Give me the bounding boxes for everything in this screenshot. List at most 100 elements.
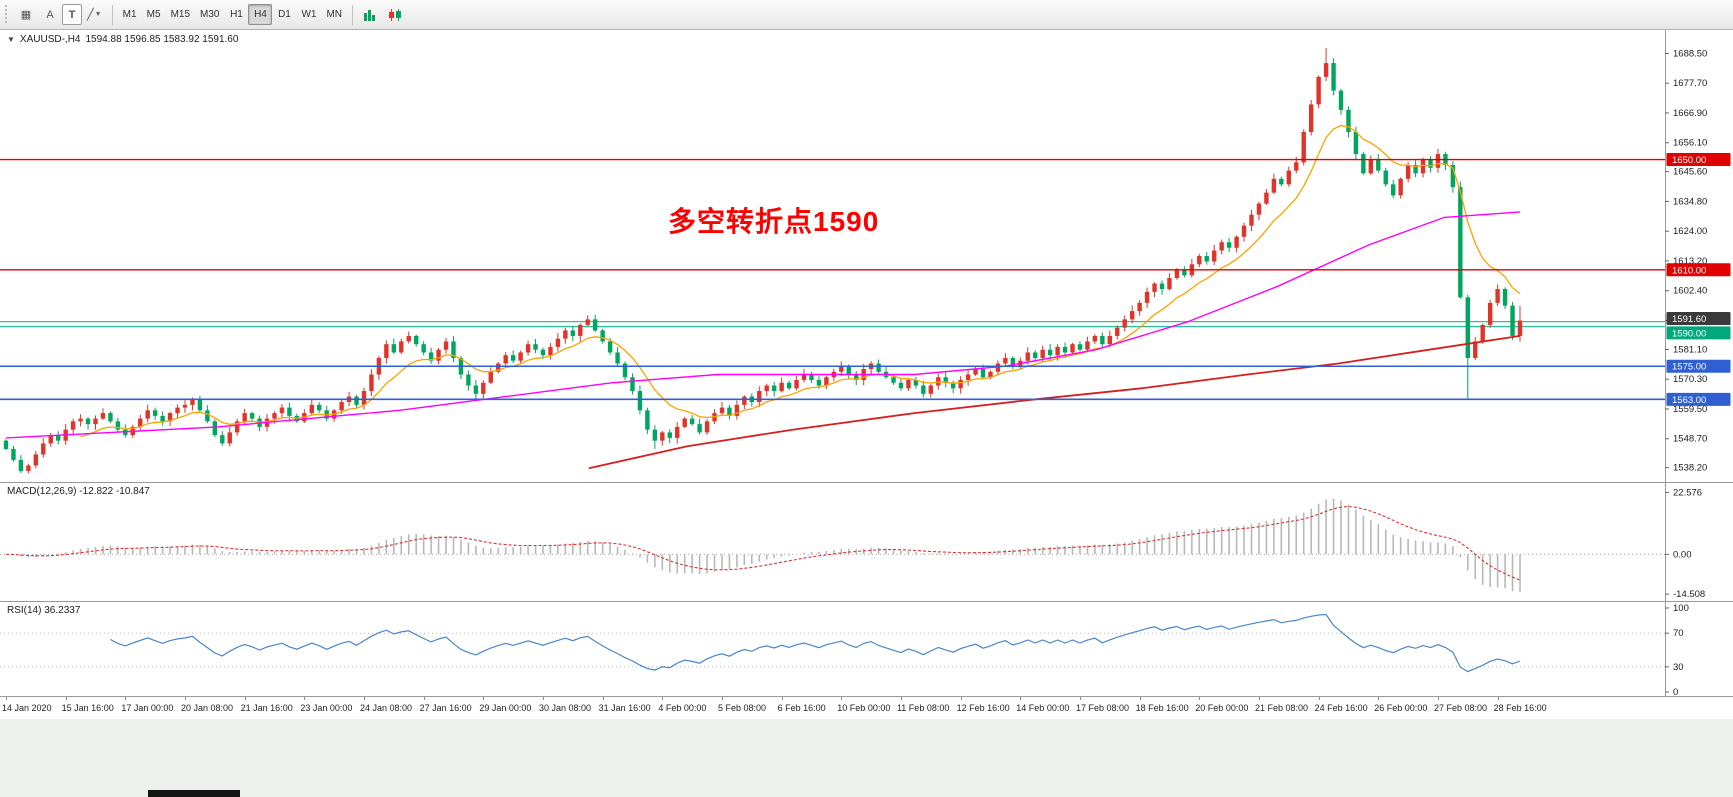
main-chart-svg[interactable]: 1688.50 1677.70 1666.90 1656.10 1645.60 1634.… bbox=[0, 30, 1733, 482]
price-tag-1591.60: 1591.60 bbox=[1666, 311, 1731, 325]
timeframe-H4[interactable]: H4 bbox=[248, 4, 273, 25]
level-lines bbox=[0, 158, 1665, 401]
svg-text:1581.10: 1581.10 bbox=[1673, 344, 1707, 355]
timeframe-D1[interactable]: D1 bbox=[278, 9, 291, 20]
time-axis-label: 20 Jan 08:00 bbox=[180, 703, 234, 713]
svg-text:0.00: 0.00 bbox=[1673, 549, 1692, 560]
bars-icon bbox=[364, 9, 376, 21]
toolbar: ▦ A T ╱ ▼ M1 M5 M15 M30 H1 H4 D1 W1 MN bbox=[0, 0, 1733, 30]
time-tick bbox=[1139, 697, 1141, 700]
svg-text:1610.00: 1610.00 bbox=[1672, 265, 1706, 276]
time-tick bbox=[244, 697, 246, 700]
ma-lines bbox=[5, 124, 1521, 470]
tool-buttons: ▦ A T ╱ ▼ bbox=[14, 4, 107, 25]
rsi-line bbox=[110, 613, 1521, 673]
time-tick bbox=[1318, 697, 1320, 700]
candles-chart-button[interactable] bbox=[383, 4, 407, 25]
time-axis-label: 26 Feb 00:00 bbox=[1374, 703, 1428, 713]
timeframe-M15[interactable]: M15 bbox=[170, 9, 191, 20]
svg-text:1677.70: 1677.70 bbox=[1673, 78, 1707, 89]
teal-zone-lines bbox=[0, 320, 1665, 328]
time-tick bbox=[125, 697, 127, 700]
window-bottom-area bbox=[0, 719, 1733, 797]
time-axis-label: 21 Jan 16:00 bbox=[240, 703, 293, 713]
bars-chart-button[interactable] bbox=[358, 4, 382, 25]
svg-text:1645.60: 1645.60 bbox=[1673, 167, 1707, 178]
svg-text:1602.40: 1602.40 bbox=[1673, 286, 1707, 297]
time-axis-label: 11 Feb 08:00 bbox=[896, 703, 950, 713]
time-axis-label: 23 Jan 00:00 bbox=[300, 703, 353, 713]
ma-fast-line bbox=[80, 124, 1521, 438]
time-axis-label: 4 Feb 00:00 bbox=[658, 703, 707, 713]
svg-text:1634.80: 1634.80 bbox=[1673, 196, 1707, 207]
menu-grid-icon[interactable]: ▦ bbox=[20, 9, 32, 21]
svg-text:30: 30 bbox=[1673, 662, 1684, 673]
macd-histogram bbox=[12, 498, 1521, 592]
svg-text:1624.00: 1624.00 bbox=[1673, 226, 1707, 237]
rsi-svg[interactable]: 100 70 30 0 bbox=[0, 602, 1733, 696]
time-tick bbox=[363, 697, 365, 700]
time-axis-label: 6 Feb 16:00 bbox=[777, 703, 826, 713]
time-tick bbox=[900, 697, 902, 700]
timeframe-W1[interactable]: W1 bbox=[301, 9, 317, 20]
timeframe-M30[interactable]: M30 bbox=[200, 9, 220, 20]
svg-text:-14.508: -14.508 bbox=[1673, 589, 1705, 600]
time-axis[interactable]: 14 Jan 2020 15 Jan 16:00 17 Jan 00:00 20 Ja… bbox=[0, 696, 1733, 719]
time-axis-label: 28 Feb 16:00 bbox=[1493, 703, 1547, 713]
svg-text:1613.20: 1613.20 bbox=[1673, 256, 1707, 267]
svg-text:100: 100 bbox=[1673, 603, 1689, 614]
timeframe-M5[interactable]: M5 bbox=[146, 9, 161, 20]
time-tick bbox=[662, 697, 664, 700]
panel-splitter-rsi[interactable] bbox=[0, 601, 1733, 602]
timeframe-M1[interactable]: M1 bbox=[122, 9, 137, 20]
time-tick bbox=[184, 697, 186, 700]
toolbar-grip[interactable] bbox=[4, 4, 10, 25]
time-axis-label: 29 Jan 00:00 bbox=[479, 703, 532, 713]
text-tool-button[interactable]: T bbox=[62, 4, 82, 25]
svg-text:0: 0 bbox=[1673, 687, 1678, 696]
macd-scale[interactable]: 22.576 0.00 -14.508 bbox=[1665, 483, 1733, 601]
time-tick bbox=[304, 697, 306, 700]
time-tick bbox=[1020, 697, 1022, 700]
time-tick bbox=[1079, 697, 1081, 700]
timeframe-H1[interactable]: H1 bbox=[230, 9, 243, 20]
time-tick bbox=[1497, 697, 1499, 700]
time-axis-label: 5 Feb 08:00 bbox=[717, 703, 767, 713]
price-tag-1575.00: 1575.00 bbox=[1666, 359, 1731, 373]
price-scale[interactable]: 1688.50 1677.70 1666.90 1656.10 1645.60 1634.… bbox=[1665, 30, 1733, 482]
time-axis-label: 24 Feb 16:00 bbox=[1314, 703, 1368, 713]
svg-text:1650.00: 1650.00 bbox=[1672, 155, 1706, 166]
time-tick bbox=[781, 697, 783, 700]
svg-text:1575.00: 1575.00 bbox=[1672, 362, 1706, 373]
timeframe-MN[interactable]: MN bbox=[326, 9, 343, 20]
ma-slow-line bbox=[588, 335, 1521, 470]
time-axis-label: 27 Jan 16:00 bbox=[419, 703, 472, 713]
time-tick bbox=[841, 697, 843, 700]
toolbar-separator bbox=[111, 4, 113, 25]
cursor-tool-button[interactable]: A bbox=[46, 8, 54, 21]
draw-tool-button[interactable]: ╱ ▼ bbox=[87, 9, 102, 21]
time-tick bbox=[960, 697, 962, 700]
time-axis-label: 31 Jan 16:00 bbox=[598, 703, 651, 713]
macd-panel[interactable]: 22.576 0.00 -14.508 MACD(12,26,9) -12.822 … bbox=[0, 483, 1733, 601]
screen-artifact bbox=[148, 790, 240, 797]
time-tick bbox=[602, 697, 604, 700]
rsi-scale[interactable]: 100 70 30 0 bbox=[1665, 602, 1733, 696]
time-axis-label: 14 Jan 2020 bbox=[2, 703, 52, 713]
panel-splitter-macd[interactable] bbox=[0, 482, 1733, 483]
time-tick bbox=[1258, 697, 1260, 700]
macd-svg[interactable]: 22.576 0.00 -14.508 bbox=[0, 483, 1733, 601]
svg-text:1559.50: 1559.50 bbox=[1673, 404, 1707, 415]
timeframe-buttons: M1 M5 M15 M30 H1 H4 D1 W1 MN bbox=[118, 4, 347, 25]
svg-text:1590.00: 1590.00 bbox=[1672, 328, 1706, 339]
macd-signal-line bbox=[5, 506, 1521, 581]
price-tag-1590.00: 1590.00 bbox=[1666, 326, 1731, 340]
time-tick bbox=[721, 697, 723, 700]
rsi-panel[interactable]: 100 70 30 0 RSI(14) 36.2337 bbox=[0, 602, 1733, 696]
time-axis-label: 18 Feb 16:00 bbox=[1135, 703, 1189, 713]
time-axis-label: 10 Feb 00:00 bbox=[837, 703, 891, 713]
main-chart-panel[interactable]: 1688.50 1677.70 1666.90 1656.10 1645.60 1634.… bbox=[0, 30, 1733, 482]
price-tag-1610.00: 1610.00 bbox=[1666, 263, 1731, 277]
svg-text:1563.00: 1563.00 bbox=[1672, 395, 1706, 406]
